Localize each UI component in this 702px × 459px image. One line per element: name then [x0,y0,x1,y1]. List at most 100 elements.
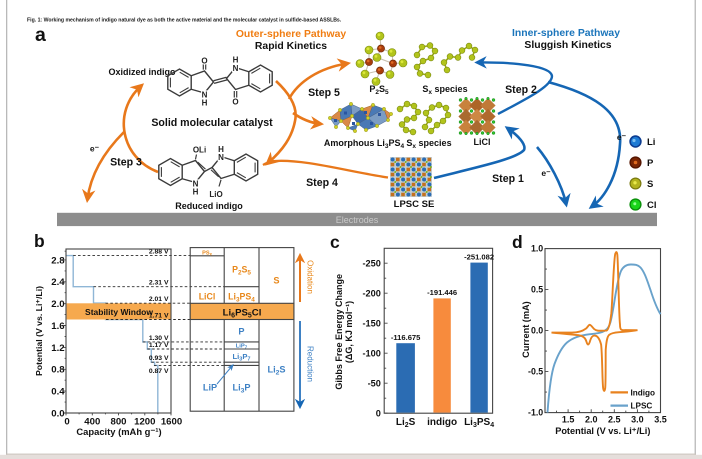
svg-text:N: N [193,180,199,189]
svg-text:Oxidized indigo: Oxidized indigo [109,67,177,77]
svg-text:Rapid Kinetics: Rapid Kinetics [255,41,327,52]
svg-text:0.93 V: 0.93 V [149,355,169,362]
svg-text:-1.0: -1.0 [528,408,543,418]
svg-text:(ΔG, KJ mol⁻¹): (ΔG, KJ mol⁻¹) [344,301,354,363]
svg-text:3.0: 3.0 [631,414,644,424]
svg-text:1200: 1200 [134,416,155,427]
svg-text:Li2S: Li2S [396,417,416,429]
svg-text:2.0: 2.0 [51,299,64,310]
svg-text:H: H [218,145,224,154]
svg-text:d: d [512,232,523,252]
svg-text:400: 400 [84,416,100,427]
svg-text:S: S [647,179,653,190]
svg-text:0.0: 0.0 [531,326,543,336]
svg-text:2.4: 2.4 [51,277,65,288]
svg-text:2.8: 2.8 [51,255,65,266]
svg-text:-100: -100 [363,348,381,358]
svg-text:3.5: 3.5 [654,414,667,424]
svg-text:Li6PS5Cl: Li6PS5Cl [223,307,262,319]
svg-text:e⁻: e⁻ [541,168,551,178]
svg-text:-250: -250 [363,258,381,268]
svg-text:0.0: 0.0 [51,408,64,419]
svg-text:H: H [233,56,239,65]
svg-text:Li2S: Li2S [267,365,285,377]
svg-text:0: 0 [64,416,69,427]
svg-text:Fig. 1: Working mechanism of i: Fig. 1: Working mechanism of indigo natu… [27,18,342,24]
svg-text:-200: -200 [363,288,381,298]
svg-text:c: c [330,232,340,252]
svg-text:0: 0 [376,408,381,418]
svg-text:P2S5: P2S5 [369,84,389,96]
svg-text:LiO: LiO [209,190,222,199]
svg-text:2.5: 2.5 [608,414,621,424]
svg-text:800: 800 [110,416,126,427]
svg-text:-150: -150 [363,318,381,328]
svg-text:LiCl: LiCl [474,137,491,147]
svg-text:e⁻: e⁻ [617,132,627,142]
svg-text:N: N [233,64,239,73]
svg-text:LPSC SE: LPSC SE [394,199,435,210]
svg-text:Li3PS4: Li3PS4 [228,292,255,304]
svg-text:-50: -50 [368,378,381,388]
svg-text:P: P [647,158,654,169]
svg-text:-116.675: -116.675 [391,333,421,342]
svg-text:LPSC: LPSC [631,402,653,411]
svg-text:indigo: indigo [427,417,457,428]
svg-text:Solid molecular catalyst: Solid molecular catalyst [151,117,273,129]
svg-text:O: O [201,57,207,66]
svg-text:Sluggish Kinetics: Sluggish Kinetics [524,40,611,51]
svg-text:1.0: 1.0 [531,244,543,254]
svg-text:1600: 1600 [161,416,182,427]
svg-text:Li: Li [647,137,655,148]
svg-text:Li3P: Li3P [232,383,250,395]
svg-text:1.6: 1.6 [51,321,64,332]
svg-text:Cl: Cl [647,200,657,211]
svg-text:Electrodes: Electrodes [336,215,379,225]
svg-text:Capacity (mAh g⁻¹): Capacity (mAh g⁻¹) [76,426,161,437]
svg-text:Potential (V vs. Li⁺/Li): Potential (V vs. Li⁺/Li) [34,286,44,376]
svg-text:1.71 V: 1.71 V [149,313,169,320]
svg-text:Gibbs Free Energy Change: Gibbs Free Energy Change [334,274,344,390]
svg-text:1.30 V: 1.30 V [149,335,169,342]
svg-text:a: a [35,24,46,46]
svg-text:Reduction: Reduction [306,346,315,382]
svg-text:Oxidation: Oxidation [306,260,315,294]
svg-text:LiCl: LiCl [199,292,216,302]
svg-text:Step 4: Step 4 [306,177,338,189]
svg-text:0.8: 0.8 [51,365,65,376]
svg-text:LiP: LiP [203,383,217,393]
svg-text:Step 5: Step 5 [308,87,340,99]
svg-text:P: P [238,327,244,337]
svg-text:1.17 V: 1.17 V [149,342,169,349]
svg-text:H: H [193,188,199,197]
svg-text:-191.446: -191.446 [427,288,457,297]
svg-text:OLi: OLi [193,146,206,155]
svg-text:2.0: 2.0 [585,414,598,424]
svg-text:S: S [273,276,279,286]
svg-text:1.5: 1.5 [562,414,575,424]
svg-text:Step 3: Step 3 [110,157,142,169]
svg-text:2.31 V: 2.31 V [149,280,169,287]
svg-text:H: H [202,99,208,108]
svg-text:O: O [232,98,238,107]
svg-text:-251.082: -251.082 [464,252,494,261]
svg-text:LiP7: LiP7 [236,344,248,350]
svg-text:-0.5: -0.5 [528,367,543,377]
svg-text:0.5: 0.5 [531,285,543,295]
svg-text:Sx species: Sx species [422,84,467,96]
svg-text:Step 1: Step 1 [492,173,524,185]
svg-text:0.4: 0.4 [51,387,65,398]
svg-text:P2S5: P2S5 [232,265,251,277]
svg-text:b: b [34,231,45,251]
svg-text:Li3P7: Li3P7 [232,352,250,363]
svg-text:Indigo: Indigo [631,388,656,397]
svg-text:Inner-sphere Pathway: Inner-sphere Pathway [512,28,620,39]
svg-text:Potential (V vs. Li⁺/Li): Potential (V vs. Li⁺/Li) [555,426,650,436]
svg-text:Outer-sphere Pathway: Outer-sphere Pathway [236,29,347,40]
svg-text:1.2: 1.2 [51,343,64,354]
svg-text:N: N [218,153,224,162]
svg-text:Current (mA): Current (mA) [521,301,531,358]
svg-text:Stability Window: Stability Window [85,307,153,317]
svg-text:Li3PS4: Li3PS4 [464,417,494,429]
svg-text:Amorphous Li3PS4: Amorphous Li3PS4 [324,138,405,150]
